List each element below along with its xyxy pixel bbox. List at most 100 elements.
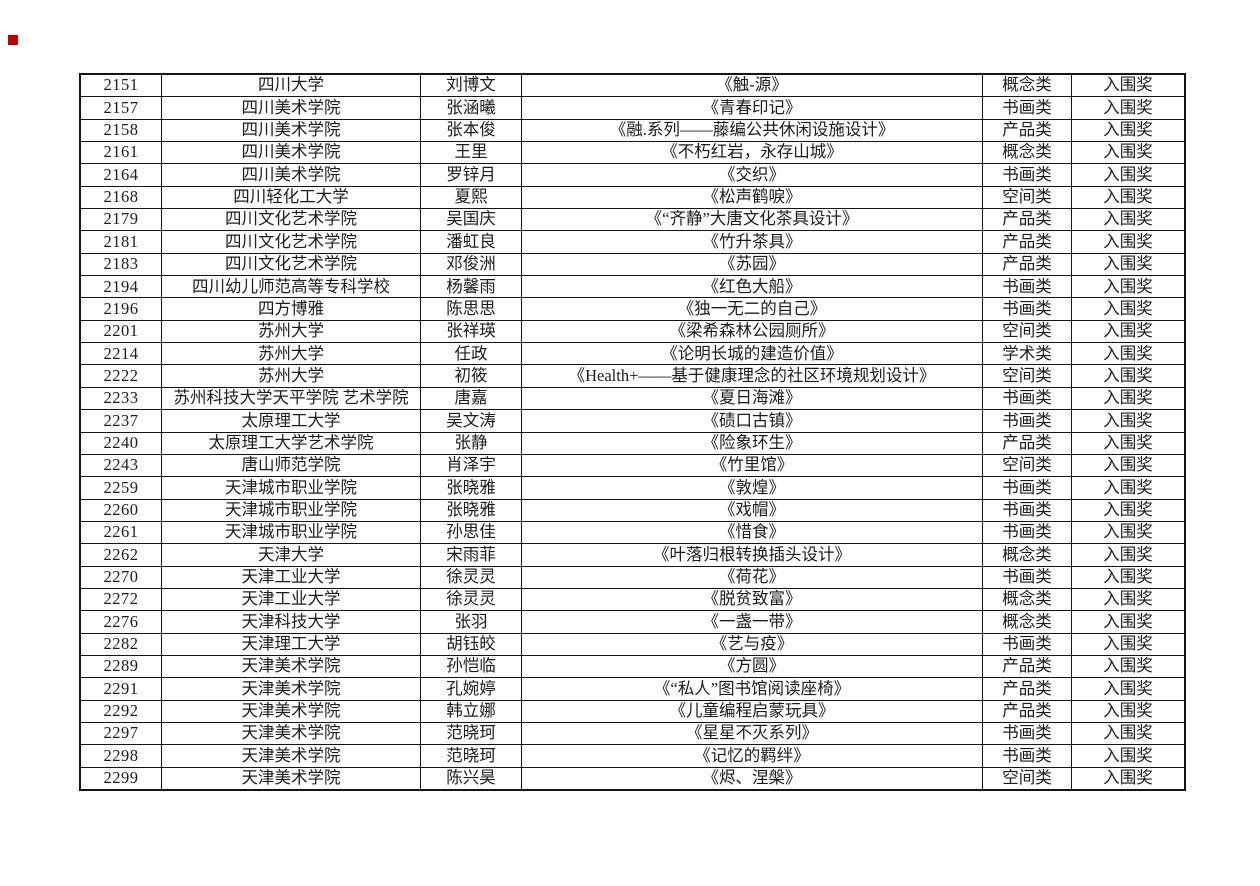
cell-award: 入围奖	[1071, 610, 1186, 634]
cell-number: 2151	[79, 73, 162, 98]
cell-award: 入围奖	[1071, 520, 1186, 545]
cell-number: 2282	[79, 632, 162, 656]
cell-number: 2237	[79, 409, 162, 433]
cell-author: 初筱	[420, 364, 522, 388]
cell-title: 《方圆》	[521, 654, 983, 679]
cell-number: 2196	[79, 297, 162, 321]
cell-category: 空间类	[982, 364, 1072, 388]
table-row: 2276 天津科技大学 张羽 《一盏一带》 概念类 入围奖	[79, 610, 1186, 634]
cell-category: 书画类	[982, 96, 1072, 120]
cell-university: 天津工业大学	[161, 565, 421, 589]
cell-university: 天津美术学院	[161, 744, 421, 768]
cell-title: 《戏帽》	[521, 498, 983, 522]
cell-category: 产品类	[982, 699, 1072, 723]
cell-award: 入围奖	[1071, 766, 1186, 791]
cell-award: 入围奖	[1071, 654, 1186, 679]
cell-award: 入围奖	[1071, 185, 1186, 210]
cell-number: 2181	[79, 230, 162, 254]
cell-university: 天津美术学院	[161, 677, 421, 701]
table-row: 2270 天津工业大学 徐灵灵 《荷花》 书画类 入围奖	[79, 565, 1186, 589]
cell-title: 《星星不灭系列》	[521, 721, 983, 746]
cell-number: 2164	[79, 163, 162, 187]
cell-award: 入围奖	[1071, 297, 1186, 321]
cell-author: 范晓珂	[420, 721, 522, 746]
cell-category: 书画类	[982, 520, 1072, 545]
table-row: 2240 太原理工大学艺术学院 张静 《险象环生》 产品类 入围奖	[79, 431, 1186, 455]
cell-award: 入围奖	[1071, 208, 1186, 232]
cell-number: 2158	[79, 118, 162, 143]
cell-university: 苏州大学	[161, 319, 421, 344]
cell-title: 《敦煌》	[521, 476, 983, 500]
cell-title: 《艺与疫》	[521, 632, 983, 656]
cell-title: 《一盏一带》	[521, 610, 983, 634]
cell-university: 天津城市职业学院	[161, 520, 421, 545]
cell-university: 天津美术学院	[161, 699, 421, 723]
table-row: 2168 四川轻化工大学 夏熙 《松声鹤唳》 空间类 入围奖	[79, 185, 1186, 210]
table-row: 2164 四川美术学院 罗锌月 《交织》 书画类 入围奖	[79, 163, 1186, 187]
cell-university: 四川文化艺术学院	[161, 252, 421, 277]
cell-author: 杨馨雨	[420, 275, 522, 299]
cell-category: 概念类	[982, 610, 1072, 634]
cell-category: 概念类	[982, 587, 1072, 612]
cell-title: 《竹升茶具》	[521, 230, 983, 254]
cell-category: 概念类	[982, 141, 1072, 165]
cell-title: 《惜食》	[521, 520, 983, 545]
cell-university: 天津科技大学	[161, 610, 421, 634]
cell-author: 孙思佳	[420, 520, 522, 545]
table-row: 2201 苏州大学 张祥瑛 《梁希森林公园厕所》 空间类 入围奖	[79, 319, 1186, 344]
cell-number: 2276	[79, 610, 162, 634]
cell-category: 空间类	[982, 319, 1072, 344]
cell-number: 2272	[79, 587, 162, 612]
cell-category: 书画类	[982, 632, 1072, 656]
table-row: 2194 四川幼儿师范高等专科学校 杨馨雨 《红色大船》 书画类 入围奖	[79, 275, 1186, 299]
cell-title: 《梁希森林公园厕所》	[521, 319, 983, 344]
cell-award: 入围奖	[1071, 543, 1186, 567]
cell-award: 入围奖	[1071, 275, 1186, 299]
cell-title: 《论明长城的建造价值》	[521, 342, 983, 366]
cell-university: 四川美术学院	[161, 141, 421, 165]
table-row: 2291 天津美术学院 孔婉婷 《“私人”图书馆阅读座椅》 产品类 入围奖	[79, 677, 1186, 701]
cell-title: 《碛口古镇》	[521, 409, 983, 433]
table-row: 2243 唐山师范学院 肖泽宇 《竹里馆》 空间类 入围奖	[79, 453, 1186, 478]
cell-title: 《融.系列——藤编公共休闲设施设计》	[521, 118, 983, 143]
cell-award: 入围奖	[1071, 565, 1186, 589]
cell-category: 产品类	[982, 118, 1072, 143]
awards-table-body: 2151 四川大学 刘博文 《触-源》 概念类 入围奖 2157 四川美术学院 张涵曦 《青春印记…	[79, 73, 1186, 791]
cell-author: 孙恺临	[420, 654, 522, 679]
cell-title: 《Health+——基于健康理念的社区环境规划设计》	[521, 364, 983, 388]
cell-author: 张静	[420, 431, 522, 455]
cell-category: 产品类	[982, 677, 1072, 701]
table-row: 2179 四川文化艺术学院 吴国庆 《“齐静”大唐文化茶具设计》 产品类 入围奖	[79, 208, 1186, 232]
cell-category: 书画类	[982, 744, 1072, 768]
cell-category: 概念类	[982, 73, 1072, 98]
cell-author: 张晓雅	[420, 476, 522, 500]
cell-author: 宋雨菲	[420, 543, 522, 567]
cell-university: 四川美术学院	[161, 163, 421, 187]
table-row: 2151 四川大学 刘博文 《触-源》 概念类 入围奖	[79, 73, 1186, 98]
cell-number: 2299	[79, 766, 162, 791]
cell-author: 张本俊	[420, 118, 522, 143]
cell-number: 2233	[79, 386, 162, 411]
cell-author: 陈兴昊	[420, 766, 522, 791]
cell-university: 唐山师范学院	[161, 453, 421, 478]
cell-category: 书画类	[982, 163, 1072, 187]
cell-award: 入围奖	[1071, 409, 1186, 433]
cell-award: 入围奖	[1071, 677, 1186, 701]
cell-title: 《松声鹤唳》	[521, 185, 983, 210]
cell-author: 任政	[420, 342, 522, 366]
cell-title: 《苏园》	[521, 252, 983, 277]
cell-category: 学术类	[982, 342, 1072, 366]
cell-award: 入围奖	[1071, 431, 1186, 455]
table-row: 2196 四方博雅 陈思思 《独一无二的自己》 书画类 入围奖	[79, 297, 1186, 321]
table-row: 2260 天津城市职业学院 张晓雅 《戏帽》 书画类 入围奖	[79, 498, 1186, 522]
cell-title: 《儿童编程启蒙玩具》	[521, 699, 983, 723]
cell-university: 苏州大学	[161, 342, 421, 366]
cell-category: 产品类	[982, 654, 1072, 679]
cell-title: 《青春印记》	[521, 96, 983, 120]
cell-author: 张羽	[420, 610, 522, 634]
cell-university: 苏州大学	[161, 364, 421, 388]
cell-university: 四川大学	[161, 73, 421, 98]
cell-title: 《荷花》	[521, 565, 983, 589]
table-row: 2214 苏州大学 任政 《论明长城的建造价值》 学术类 入围奖	[79, 342, 1186, 366]
cell-number: 2243	[79, 453, 162, 478]
